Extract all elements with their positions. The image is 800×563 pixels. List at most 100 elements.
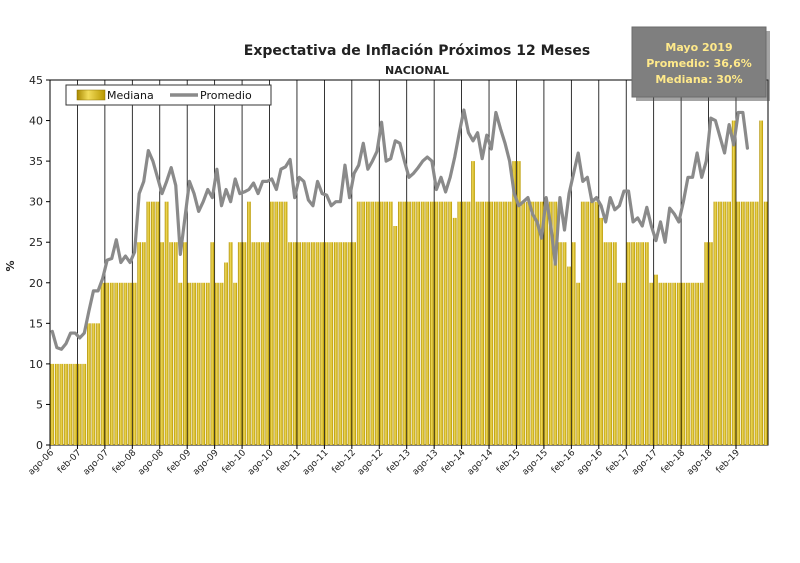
bar-mediana	[466, 201, 471, 445]
bar-mediana	[370, 201, 375, 445]
bar-mediana	[658, 282, 663, 445]
bar-mediana	[155, 201, 160, 445]
bar-mediana	[96, 323, 100, 445]
y-tick-label: 30	[29, 196, 43, 209]
bar-mediana	[256, 242, 260, 445]
bar-mediana	[119, 282, 123, 445]
x-tick-label: feb-11	[275, 448, 303, 476]
bar-mediana	[667, 282, 672, 445]
x-tick-label: ago-17	[630, 448, 659, 477]
bar-mediana	[64, 363, 68, 445]
bar-mediana	[475, 201, 480, 445]
bar-mediana	[708, 242, 713, 445]
bar-mediana	[759, 120, 764, 445]
bar-mediana	[521, 201, 526, 445]
bar-mediana	[54, 363, 59, 445]
bar-mediana	[484, 201, 489, 445]
y-tick-label: 45	[29, 74, 43, 87]
bar-mediana	[626, 242, 631, 445]
bar-mediana	[544, 201, 549, 445]
bar-mediana	[489, 201, 494, 445]
bar-mediana	[553, 201, 558, 445]
legend: Mediana Promedio	[65, 84, 272, 106]
bar-mediana	[91, 323, 96, 445]
bar-mediana	[640, 242, 645, 445]
bar-mediana	[452, 217, 457, 445]
bar-mediana	[411, 201, 416, 445]
bar-mediana	[429, 201, 434, 445]
legend-label-mediana: Mediana	[107, 89, 154, 102]
x-tick-label: feb-19	[714, 448, 742, 476]
bar-mediana	[160, 242, 164, 445]
bar-mediana	[530, 201, 535, 445]
bar-mediana	[219, 282, 224, 445]
annotation-box: Mayo 2019 Promedio: 36,6% Mediana: 30%	[631, 26, 770, 101]
y-axis-label: %	[4, 260, 17, 271]
bar-mediana	[631, 242, 635, 445]
bar-mediana	[151, 201, 155, 445]
line-promedio	[50, 108, 750, 351]
bar-mediana	[242, 242, 247, 445]
bar-mediana	[740, 201, 745, 445]
bar-mediana	[297, 242, 302, 445]
bar-mediana	[416, 201, 421, 445]
bar-mediana	[580, 201, 585, 445]
bar-mediana	[59, 363, 64, 445]
bar-mediana	[301, 242, 306, 445]
bar-mediana	[164, 201, 169, 445]
bar-mediana	[379, 201, 384, 445]
x-tick-label: ago-15	[521, 448, 550, 477]
bar-mediana	[260, 242, 265, 445]
bar-mediana	[224, 262, 228, 445]
bar-mediana	[612, 242, 617, 445]
bar-mediana	[324, 242, 329, 445]
bar-mediana	[434, 201, 439, 445]
bar-mediana	[388, 201, 393, 445]
bar-mediana	[736, 201, 741, 445]
bar-mediana	[173, 242, 178, 445]
bar-mediana	[676, 282, 681, 445]
x-tick-label: feb-14	[440, 448, 468, 476]
bar-mediana	[68, 363, 73, 445]
x-tick-label: ago-14	[466, 448, 496, 478]
bar-mediana	[763, 201, 768, 445]
bar-mediana	[279, 201, 283, 445]
bar-mediana	[210, 242, 215, 445]
y-tick-label: 5	[36, 398, 43, 411]
bar-mediana	[507, 201, 512, 445]
bar-mediana	[146, 201, 151, 445]
bar-mediana	[375, 201, 379, 445]
bar-mediana	[498, 201, 503, 445]
bar-mediana	[393, 226, 398, 445]
x-tick-label: feb-13	[385, 448, 413, 476]
bar-mediana	[169, 242, 174, 445]
bar-mediana	[539, 201, 544, 445]
bar-mediana	[731, 120, 736, 445]
bar-mediana	[576, 282, 581, 445]
bar-mediana	[594, 201, 599, 445]
bar-mediana	[443, 201, 448, 445]
bar-mediana	[141, 242, 146, 445]
bar-mediana	[599, 217, 603, 445]
bar-mediana	[585, 201, 590, 445]
bar-mediana	[274, 201, 279, 445]
x-tick-label: feb-15	[495, 448, 523, 476]
bar-mediana	[77, 363, 82, 445]
x-tick-label: ago-09	[191, 448, 221, 478]
bar-mediana	[356, 201, 361, 445]
legend-label-promedio: Promedio	[200, 89, 252, 102]
y-tick-label: 20	[29, 277, 43, 290]
bar-mediana	[114, 282, 119, 445]
bar-mediana	[100, 282, 105, 445]
bar-mediana	[420, 201, 425, 445]
bar-mediana	[283, 201, 288, 445]
bar-mediana	[750, 201, 754, 445]
bar-mediana	[109, 282, 114, 445]
bar-mediana	[571, 242, 576, 445]
bar-mediana	[361, 201, 366, 445]
x-tick-label: feb-16	[550, 448, 578, 476]
bar-mediana	[695, 282, 699, 445]
bar-mediana	[699, 282, 704, 445]
bar-mediana	[471, 161, 475, 446]
